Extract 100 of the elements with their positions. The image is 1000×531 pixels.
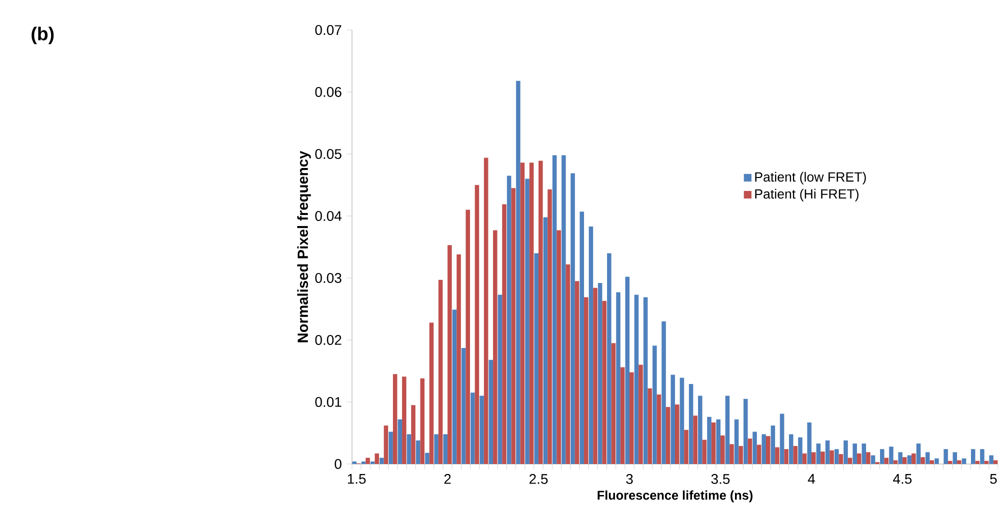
bar	[456, 254, 461, 464]
bar	[574, 281, 580, 464]
bar	[730, 444, 734, 464]
bar	[693, 416, 698, 464]
bar	[538, 160, 543, 464]
bar	[884, 458, 889, 464]
x-tick-label: 3	[626, 474, 633, 484]
bar	[474, 184, 480, 464]
bar	[511, 188, 516, 464]
bar	[543, 217, 548, 464]
bar	[680, 378, 684, 464]
bar	[448, 245, 452, 464]
bar	[593, 288, 598, 464]
legend-label: Patient (Hi FRET)	[755, 188, 858, 202]
bar	[957, 460, 962, 464]
bar	[862, 444, 866, 464]
bar	[662, 321, 666, 464]
bar	[552, 155, 557, 464]
bar	[780, 414, 784, 464]
bar	[630, 372, 634, 464]
bar	[484, 158, 488, 464]
x-tick-label: 4.5	[893, 474, 912, 484]
bar	[366, 458, 370, 464]
bar	[388, 432, 393, 464]
bar	[816, 444, 821, 464]
bar	[607, 253, 612, 464]
bar	[402, 376, 406, 464]
bar	[811, 452, 816, 464]
y-axis-title: Normalised Pixel frequency	[297, 150, 311, 342]
bar	[912, 453, 916, 464]
x-tick-label: 3.5	[711, 474, 730, 484]
bar	[784, 449, 788, 464]
bar	[638, 364, 643, 464]
bar	[807, 422, 812, 464]
bar	[498, 294, 502, 464]
bar	[416, 440, 420, 464]
x-axis-title: Fluorescence lifetime (ns)	[598, 490, 752, 502]
bar	[720, 435, 725, 464]
y-tick-label: 0.01	[315, 397, 342, 407]
bar	[870, 455, 876, 464]
bar	[420, 378, 425, 464]
bar	[738, 446, 743, 464]
bar	[989, 455, 994, 464]
bar	[506, 176, 512, 464]
bar	[625, 276, 630, 464]
bar	[838, 454, 844, 464]
bar	[480, 396, 484, 464]
bar	[380, 458, 384, 464]
bar	[466, 210, 470, 464]
bar	[756, 444, 762, 464]
bar	[598, 282, 602, 464]
bar	[406, 434, 412, 464]
bar	[834, 449, 839, 464]
bar	[825, 440, 830, 464]
bar	[752, 432, 757, 464]
bar	[684, 430, 688, 464]
bar	[570, 173, 575, 464]
bar	[889, 446, 894, 464]
bar	[611, 343, 616, 464]
bar	[470, 392, 475, 464]
bar	[634, 294, 639, 464]
y-tick-label: 0.03	[315, 273, 342, 283]
bar	[616, 292, 620, 464]
bar	[566, 264, 570, 464]
x-tick-label: 4	[808, 474, 815, 484]
x-tick-label: 2.5	[530, 474, 548, 484]
bar	[948, 460, 952, 464]
bar	[652, 346, 657, 464]
bar	[707, 416, 712, 464]
bar	[702, 440, 707, 464]
bar	[920, 457, 925, 464]
bar	[434, 434, 438, 464]
bar	[907, 455, 912, 464]
bar	[392, 374, 398, 464]
bar	[452, 310, 457, 464]
bar	[798, 437, 802, 464]
bar	[516, 80, 520, 464]
bar	[944, 449, 948, 464]
bar	[934, 458, 939, 464]
y-tick-label: 0	[334, 459, 342, 469]
y-tick-label: 0.02	[315, 335, 342, 345]
bar	[562, 155, 566, 464]
x-tick-label: 5	[990, 474, 997, 484]
bar	[580, 212, 584, 464]
bar	[716, 419, 720, 464]
bar	[398, 419, 402, 464]
text: (b)	[32, 26, 54, 44]
x-tick-label: 1.5	[348, 474, 366, 484]
bar	[848, 458, 852, 464]
bar	[711, 422, 716, 464]
bar	[525, 178, 530, 464]
bar	[725, 396, 730, 464]
bar	[520, 162, 525, 464]
bar	[952, 452, 958, 464]
bar	[844, 440, 848, 464]
bar	[830, 450, 834, 464]
bar	[975, 460, 980, 464]
bar	[534, 253, 539, 464]
bar	[556, 230, 561, 464]
bar	[793, 446, 798, 464]
